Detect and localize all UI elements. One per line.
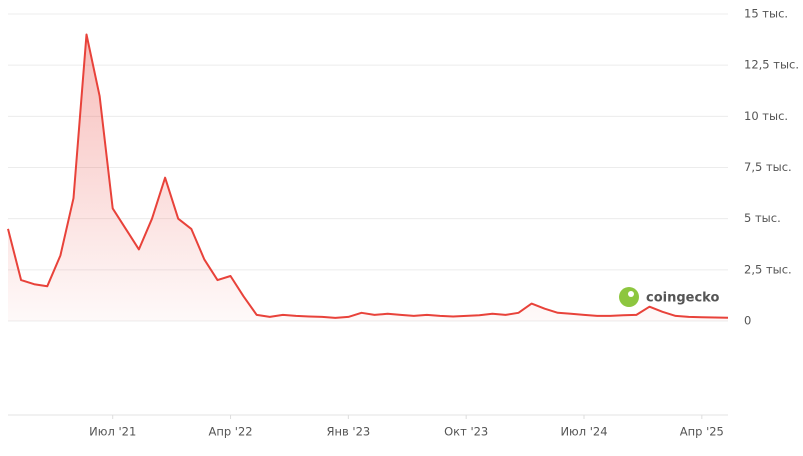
x-tick-label: Апр '22 xyxy=(208,425,252,439)
area xyxy=(8,34,728,321)
y-tick-label: 2,5 тыс. xyxy=(744,262,792,276)
x-tick-label: Июл '21 xyxy=(89,425,136,439)
x-tick-label: Июл '24 xyxy=(560,425,607,439)
logo-icon xyxy=(619,287,639,307)
watermark: coingecko xyxy=(646,291,719,306)
y-tick-label: 0 xyxy=(744,314,751,328)
y-tick-label: 12,5 тыс. xyxy=(744,58,799,72)
x-tick-label: Янв '23 xyxy=(326,425,370,439)
logo-eye xyxy=(628,291,634,297)
x-tick-label: Окт '23 xyxy=(444,425,488,439)
y-tick-label: 10 тыс. xyxy=(744,109,788,123)
y-tick-label: 7,5 тыс. xyxy=(744,160,792,174)
y-tick-label: 5 тыс. xyxy=(744,211,781,225)
x-tick-label: Апр '25 xyxy=(680,425,724,439)
price-line xyxy=(7,33,729,319)
y-tick-label: 15 тыс. xyxy=(744,7,788,21)
